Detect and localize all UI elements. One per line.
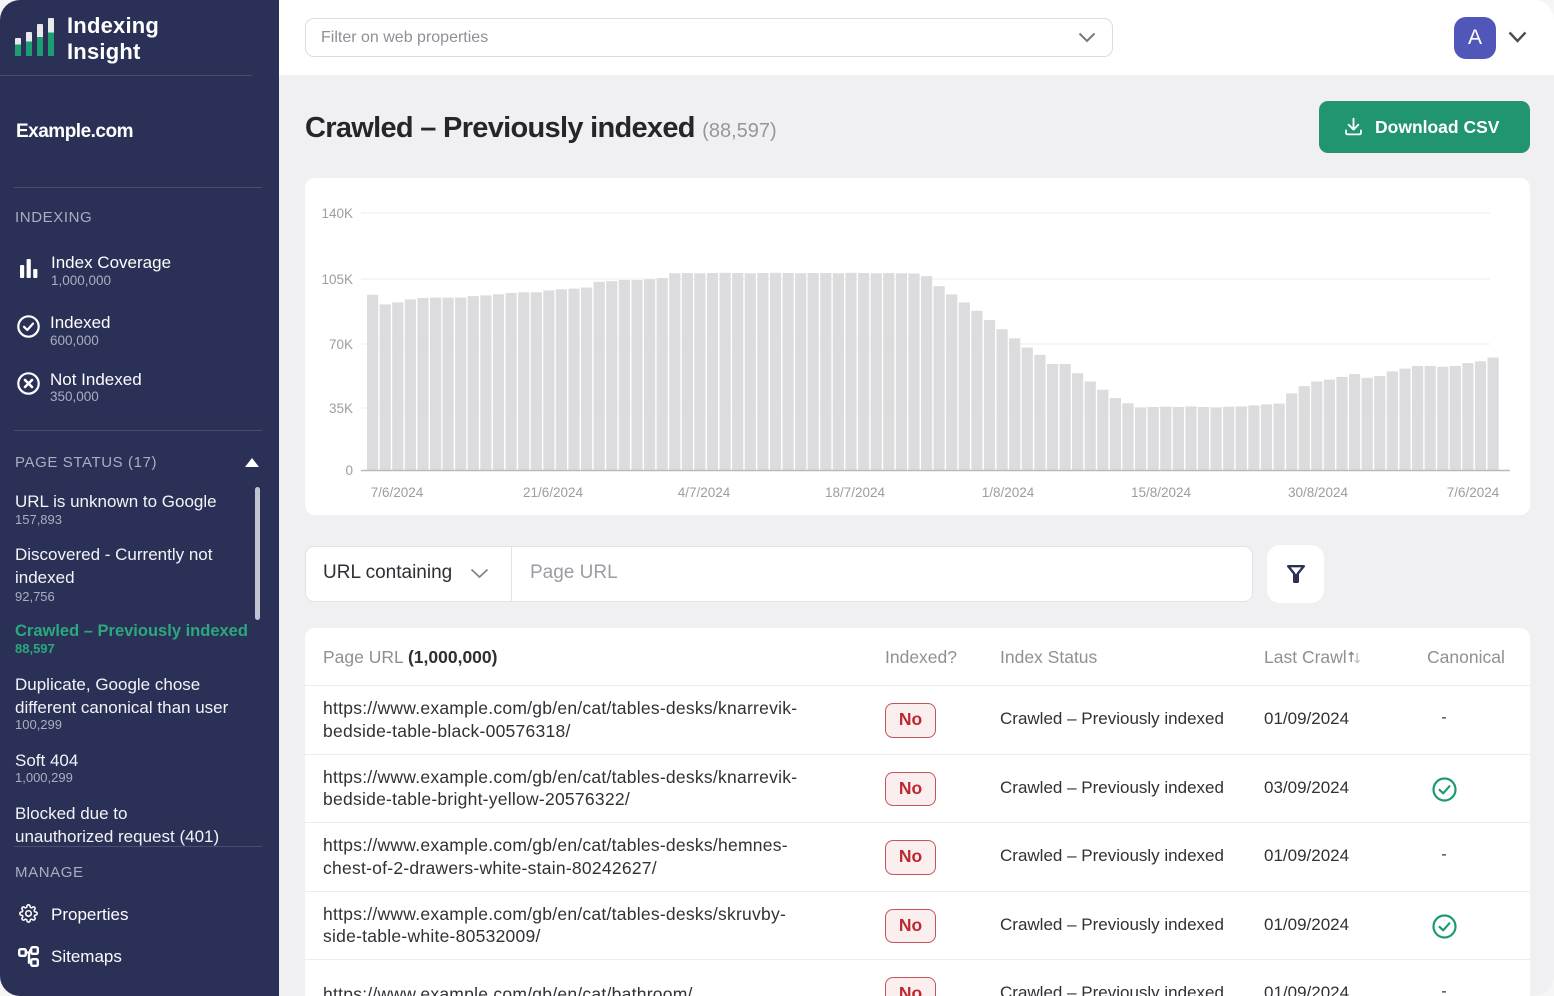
- svg-text:18/7/2024: 18/7/2024: [825, 485, 886, 500]
- svg-text:70K: 70K: [329, 337, 353, 352]
- svg-text:0: 0: [345, 463, 353, 478]
- svg-text:30/8/2024: 30/8/2024: [1288, 485, 1349, 500]
- svg-text:35K: 35K: [329, 401, 353, 416]
- svg-text:21/6/2024: 21/6/2024: [523, 485, 584, 500]
- svg-text:1/8/2024: 1/8/2024: [982, 485, 1035, 500]
- svg-text:15/8/2024: 15/8/2024: [1131, 485, 1192, 500]
- svg-text:7/6/2024: 7/6/2024: [371, 485, 424, 500]
- svg-text:105K: 105K: [321, 272, 353, 287]
- svg-text:7/6/2024: 7/6/2024: [1447, 485, 1500, 500]
- svg-text:140K: 140K: [321, 206, 353, 221]
- svg-text:4/7/2024: 4/7/2024: [678, 485, 731, 500]
